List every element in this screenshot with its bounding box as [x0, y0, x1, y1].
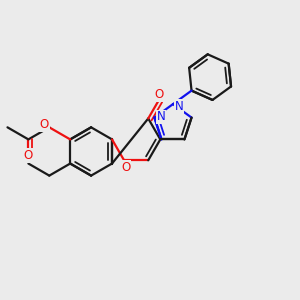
Text: N: N	[175, 100, 183, 113]
Text: O: O	[121, 161, 130, 174]
Text: N: N	[157, 110, 165, 124]
Text: O: O	[155, 88, 164, 101]
Text: O: O	[24, 149, 33, 162]
Text: O: O	[39, 118, 49, 131]
